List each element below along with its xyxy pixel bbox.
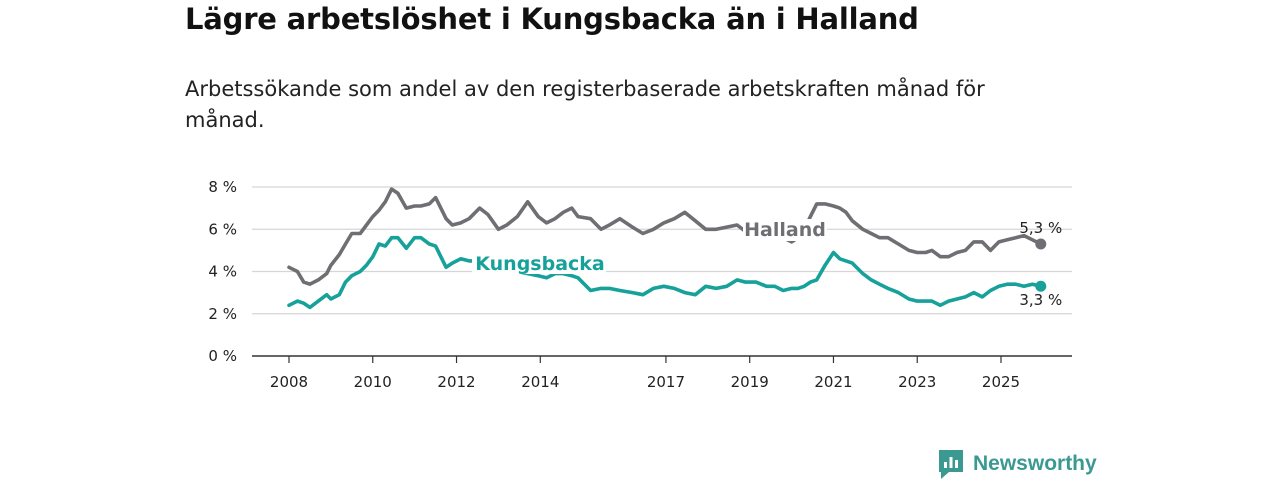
y-tick-label: 8 % bbox=[208, 178, 237, 196]
y-tick-label: 0 % bbox=[208, 347, 237, 365]
chart-title: Lägre arbetslöshet i Kungsbacka än i Hal… bbox=[185, 2, 919, 36]
series-label-kungsbacka: Kungsbacka bbox=[475, 253, 605, 275]
y-tick-label: 2 % bbox=[208, 305, 237, 323]
bar-chart-speech-bubble-icon bbox=[939, 450, 963, 479]
x-tick-label: 2014 bbox=[521, 373, 559, 391]
x-axis: 2008 2010 2012 2014 2017 2019 2021 2023 2025 bbox=[252, 355, 1072, 391]
chart-subtitle: Arbetssökande som andel av den registerb… bbox=[185, 77, 985, 132]
series-label-background bbox=[743, 219, 827, 241]
series-line-halland bbox=[287, 187, 1043, 287]
x-tick-label: 2008 bbox=[270, 373, 308, 391]
end-value-label-halland: 5,3 % bbox=[1019, 219, 1062, 237]
end-point-kungsbacka bbox=[1035, 280, 1047, 292]
y-tick-label: 6 % bbox=[208, 220, 237, 238]
x-tick-label: 2010 bbox=[354, 373, 392, 391]
series-line-kungsbacka bbox=[287, 235, 1043, 310]
y-axis: 0 % 2 % 4 % 6 % 8 % bbox=[208, 178, 237, 365]
labels-layer: Halland 5,3 % Kungsbacka 3,3 % bbox=[472, 219, 1062, 309]
end-point-halland bbox=[1035, 238, 1047, 250]
x-tick-label: 2021 bbox=[814, 373, 852, 391]
series-label-background bbox=[472, 252, 606, 274]
series-layer bbox=[287, 187, 1047, 310]
brand-name: Newsworthy bbox=[973, 452, 1097, 475]
grid bbox=[252, 186, 1072, 315]
end-value-label-kungsbacka: 3,3 % bbox=[1019, 291, 1062, 309]
x-tick-label: 2017 bbox=[647, 373, 685, 391]
x-tick-label: 2025 bbox=[982, 373, 1020, 391]
x-tick-label: 2019 bbox=[731, 373, 769, 391]
series-label-halland: Halland bbox=[744, 219, 826, 241]
x-tick-label: 2012 bbox=[437, 373, 475, 391]
y-tick-label: 4 % bbox=[208, 263, 237, 281]
x-tick-label: 2023 bbox=[898, 373, 936, 391]
newsworthy-logo: Newsworthy bbox=[937, 448, 1097, 480]
